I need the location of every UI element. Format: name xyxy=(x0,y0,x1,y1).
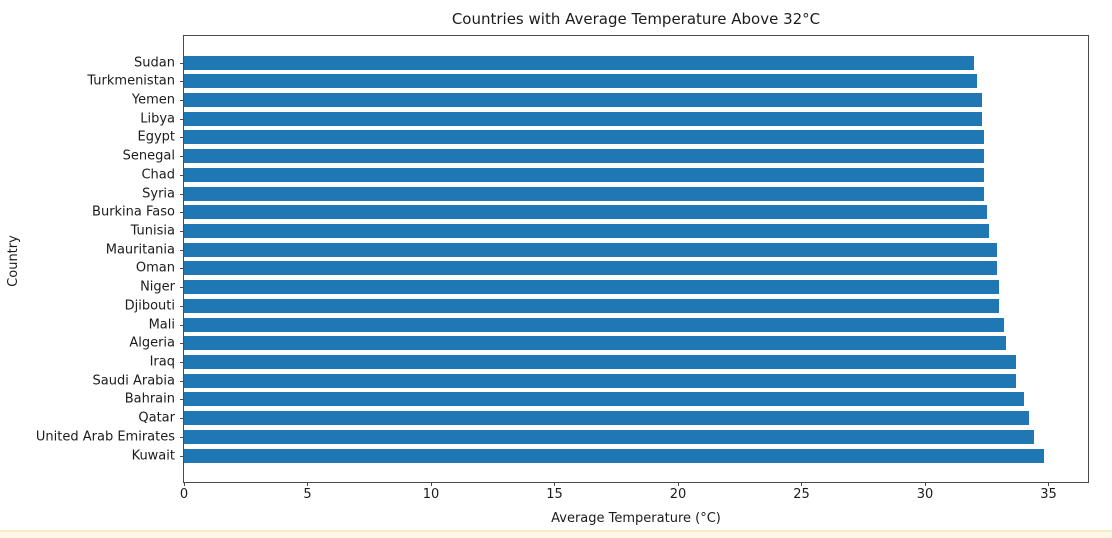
y-tick-mark xyxy=(180,174,184,176)
y-tick-mark xyxy=(180,99,184,101)
y-tick-label-kuwait: Kuwait xyxy=(131,448,175,464)
y-tick-mark xyxy=(180,156,184,158)
bar-niger xyxy=(184,280,1000,295)
y-tick-mark xyxy=(180,118,184,120)
x-tick-mark xyxy=(307,482,309,486)
bar-turkmenistan xyxy=(184,74,977,89)
bar-bahrain xyxy=(184,392,1024,407)
x-tick-mark xyxy=(430,482,432,486)
bar-djibouti xyxy=(184,298,1000,313)
bar-tunisia xyxy=(184,223,990,238)
y-tick-mark xyxy=(180,305,184,307)
y-tick-label-yemen: Yemen xyxy=(131,92,175,108)
y-tick-label-iraq: Iraq xyxy=(149,354,175,370)
plot-area: Sudan Turkmenistan Yemen Libya Egypt Senegal C… xyxy=(36,35,1089,501)
bar-mali xyxy=(184,317,1005,332)
bar-syria xyxy=(184,186,985,201)
bar-united-arab-emirates xyxy=(184,429,1034,444)
bar-burkina-faso xyxy=(184,205,987,220)
y-tick-mark xyxy=(180,399,184,401)
bottom-notification-strip xyxy=(0,530,1112,538)
x-tick-label-15: 15 xyxy=(546,487,563,502)
bar-mauritania xyxy=(184,242,997,257)
bar-chad xyxy=(184,167,985,182)
y-tick-mark xyxy=(180,62,184,64)
y-tick-mark xyxy=(180,455,184,457)
y-tick-mark xyxy=(180,343,184,345)
x-tick-mark xyxy=(184,482,185,486)
x-tick-mark xyxy=(1048,482,1050,486)
y-tick-label-saudi-arabia: Saudi Arabia xyxy=(92,373,176,389)
y-tick-label-egypt: Egypt xyxy=(137,129,175,145)
y-tick-mark xyxy=(180,212,184,214)
x-tick-mark xyxy=(554,482,556,486)
y-axis-label: Country xyxy=(6,235,21,287)
x-tick-label-20: 20 xyxy=(669,487,687,502)
bar-qatar xyxy=(184,411,1029,426)
bar-sudan xyxy=(184,55,975,70)
bar-kuwait xyxy=(184,448,1044,463)
y-tick-mark xyxy=(180,436,184,438)
y-tick-mark xyxy=(180,81,184,83)
bar-senegal xyxy=(184,149,985,164)
bar-saudi-arabia xyxy=(184,373,1017,388)
x-tick-label-0: 0 xyxy=(179,487,189,502)
x-tick-label-25: 25 xyxy=(793,487,810,502)
x-tick-mark xyxy=(801,482,803,486)
y-tick-mark xyxy=(180,324,184,326)
y-tick-label-niger: Niger xyxy=(140,279,175,295)
y-tick-label-algeria: Algeria xyxy=(129,335,175,351)
bar-oman xyxy=(184,261,997,276)
x-tick-label-5: 5 xyxy=(303,487,312,502)
y-tick-mark xyxy=(180,418,184,420)
bar-yemen xyxy=(184,92,982,107)
y-tick-label-djibouti: Djibouti xyxy=(124,298,175,314)
x-tick-mark xyxy=(924,482,926,486)
y-tick-mark xyxy=(180,193,184,195)
y-tick-mark xyxy=(180,268,184,270)
x-tick-label-10: 10 xyxy=(422,487,440,502)
y-tick-label-sudan: Sudan xyxy=(134,55,175,70)
y-tick-mark xyxy=(180,380,184,382)
y-tick-mark xyxy=(180,362,184,364)
x-tick-label-35: 35 xyxy=(1040,487,1057,502)
y-tick-label-turkmenistan: Turkmenistan xyxy=(87,73,175,89)
y-tick-label-tunisia: Tunisia xyxy=(130,223,175,239)
bar-algeria xyxy=(184,336,1007,351)
y-tick-label-mauritania: Mauritania xyxy=(105,242,175,258)
y-tick-label-qatar: Qatar xyxy=(138,410,175,426)
y-tick-label-senegal: Senegal xyxy=(122,148,175,164)
x-tick-mark xyxy=(677,482,679,486)
chart-title: Countries with Average Temperature Above… xyxy=(451,10,821,28)
x-tick-label-30: 30 xyxy=(916,487,934,502)
bar-libya xyxy=(184,111,982,126)
y-tick-label-chad: Chad xyxy=(141,167,175,183)
bar-egypt xyxy=(184,130,985,145)
y-tick-mark xyxy=(180,230,184,232)
x-axis-label: Average Temperature (°C) xyxy=(551,511,721,526)
y-tick-mark xyxy=(180,137,184,139)
y-tick-label-libya: Libya xyxy=(140,111,175,127)
bar-iraq xyxy=(184,355,1017,370)
y-tick-label-oman: Oman xyxy=(135,260,175,276)
y-tick-label-syria: Syria xyxy=(142,186,175,202)
y-tick-mark xyxy=(180,287,184,289)
y-tick-label-bahrain: Bahrain xyxy=(124,391,175,407)
y-tick-mark xyxy=(180,249,184,251)
y-tick-label-mali: Mali xyxy=(148,317,175,333)
y-tick-label-burkina-faso: Burkina Faso xyxy=(92,204,175,220)
y-tick-label-united-arab-emirates: United Arab Emirates xyxy=(35,429,175,445)
